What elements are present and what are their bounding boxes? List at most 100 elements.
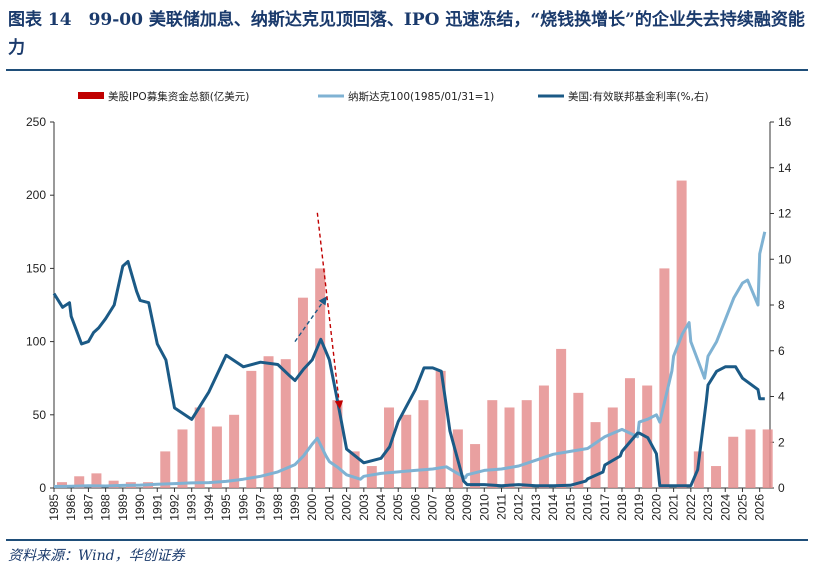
legend: 美股IPO募集资金总额(亿美元) 纳斯达克100(1985/01/31=1) 美国:… (78, 90, 709, 103)
title-rule (6, 69, 808, 71)
x-tick-label: 1987 (81, 494, 95, 521)
axes: 0 50 100 150 200 250 0 2 4 6 8 10 12 14 16 1985 1986 1987… (26, 115, 792, 521)
y-right-tick-label: 6 (778, 344, 785, 358)
x-tick-label: 2003 (357, 494, 371, 521)
ipo-bar (590, 422, 601, 488)
x-tick-label: 2000 (305, 494, 319, 521)
x-tick-label: 1994 (202, 494, 216, 521)
ipo-bar (177, 429, 188, 488)
y-left-tick-label: 0 (39, 481, 46, 495)
fed-funds-line (52, 260, 765, 488)
ipo-bar (194, 407, 205, 488)
ipo-bar (349, 451, 360, 488)
ipo-bar (315, 268, 326, 488)
ipo-bar (160, 451, 171, 488)
x-tick-label: 2005 (391, 494, 405, 521)
x-tick-label: 1996 (236, 494, 250, 521)
y-left-tick-label: 50 (33, 408, 47, 422)
x-tick-label: 2022 (684, 494, 698, 521)
y-left-tick-label: 100 (26, 335, 46, 349)
nasdaq100-line (53, 231, 767, 488)
x-tick-label: 2018 (615, 494, 629, 521)
y-right-tick-label: 16 (778, 115, 792, 129)
x-tick-label: 2013 (529, 494, 543, 521)
x-tick-label: 1998 (271, 494, 285, 521)
ipo-bar (504, 407, 515, 488)
lines (52, 231, 767, 488)
ipo-bar (91, 473, 102, 488)
source-note: 资料来源：Wind，华创证券 (8, 548, 185, 564)
x-tick-label: 2011 (495, 494, 509, 520)
ipo-bar (263, 356, 274, 488)
x-tick-label: 1985 (47, 494, 61, 521)
ipo-bar (659, 268, 670, 488)
y-right-tick-label: 8 (778, 298, 785, 312)
source-rule (6, 539, 808, 541)
x-tick-label: 2014 (546, 494, 560, 521)
x-tick-label: 2021 (667, 494, 681, 521)
y-left-tick-label: 250 (26, 115, 46, 129)
ipo-bar (297, 297, 308, 488)
y-right-tick-label: 10 (778, 252, 792, 266)
x-tick-label: 1992 (167, 494, 181, 521)
x-tick-label: 2002 (340, 494, 354, 521)
x-tick-label: 1991 (150, 494, 164, 521)
y-right-tick-label: 12 (778, 207, 792, 221)
x-tick-label: 1993 (185, 494, 199, 521)
ipo-bar (538, 385, 549, 488)
ipo-bar (401, 414, 412, 488)
ipo-bar (418, 400, 429, 488)
x-tick-label: 2024 (718, 494, 732, 521)
x-tick-label: 1989 (116, 494, 130, 521)
x-tick-label: 2019 (632, 494, 646, 521)
x-tick-label: 2007 (426, 494, 440, 521)
ipo-bar (521, 400, 532, 488)
x-tick-label: 2016 (581, 494, 595, 521)
y-right-tick-label: 0 (778, 481, 785, 495)
ipo-bar (487, 400, 498, 488)
x-tick-label: 2001 (322, 494, 336, 521)
x-tick-label: 2015 (563, 494, 577, 521)
ipo-bar (74, 476, 85, 488)
legend-label: 美股IPO募集资金总额(亿美元) (108, 90, 249, 103)
x-tick-label: 2026 (753, 494, 767, 521)
legend-label: 美国:有效联邦基金利率(%,右) (568, 90, 709, 103)
y-right-tick-label: 14 (778, 161, 792, 175)
ipo-bar (728, 436, 739, 488)
annotations (294, 212, 344, 410)
ipo-bar (762, 429, 773, 488)
ipo-bar (229, 414, 240, 488)
ipo-bar (607, 407, 618, 488)
y-right-tick-label: 4 (778, 390, 785, 404)
x-tick-label: 1990 (133, 494, 147, 521)
legend-swatch-bar (78, 92, 104, 99)
ipo-bar (745, 429, 756, 488)
annotation-arrow (316, 212, 344, 410)
ipo-bar (280, 359, 291, 488)
ipo-bar (711, 466, 722, 488)
ipo-bar (435, 370, 446, 488)
ipo-bar (332, 400, 343, 488)
x-tick-label: 2006 (408, 494, 422, 521)
x-tick-label: 2025 (735, 494, 749, 521)
y-left-tick-label: 200 (26, 188, 46, 202)
ipo-bar (470, 444, 481, 488)
x-tick-label: 2020 (649, 494, 663, 521)
x-tick-label: 2012 (512, 494, 526, 521)
x-tick-label: 1986 (64, 494, 78, 521)
x-tick-label: 1988 (99, 494, 113, 521)
x-tick-label: 1999 (288, 494, 302, 521)
page-title: 图表 14 99-00 美联储加息、纳斯达克见顶回落、IPO 迅速冻结，“烧钱换… (8, 10, 805, 58)
x-tick-label: 2009 (460, 494, 474, 521)
x-tick-label: 2010 (477, 494, 491, 521)
y-left-tick-label: 150 (26, 261, 46, 275)
ipo-bar (556, 348, 567, 488)
x-tick-label: 1995 (219, 494, 233, 521)
annotation-arrow (294, 296, 327, 343)
y-right-tick-label: 2 (778, 435, 785, 449)
ipo-bar (573, 392, 584, 488)
legend-label: 纳斯达克100(1985/01/31=1) (348, 90, 494, 103)
x-tick-label: 1997 (254, 494, 268, 521)
ipo-bar (246, 370, 257, 488)
